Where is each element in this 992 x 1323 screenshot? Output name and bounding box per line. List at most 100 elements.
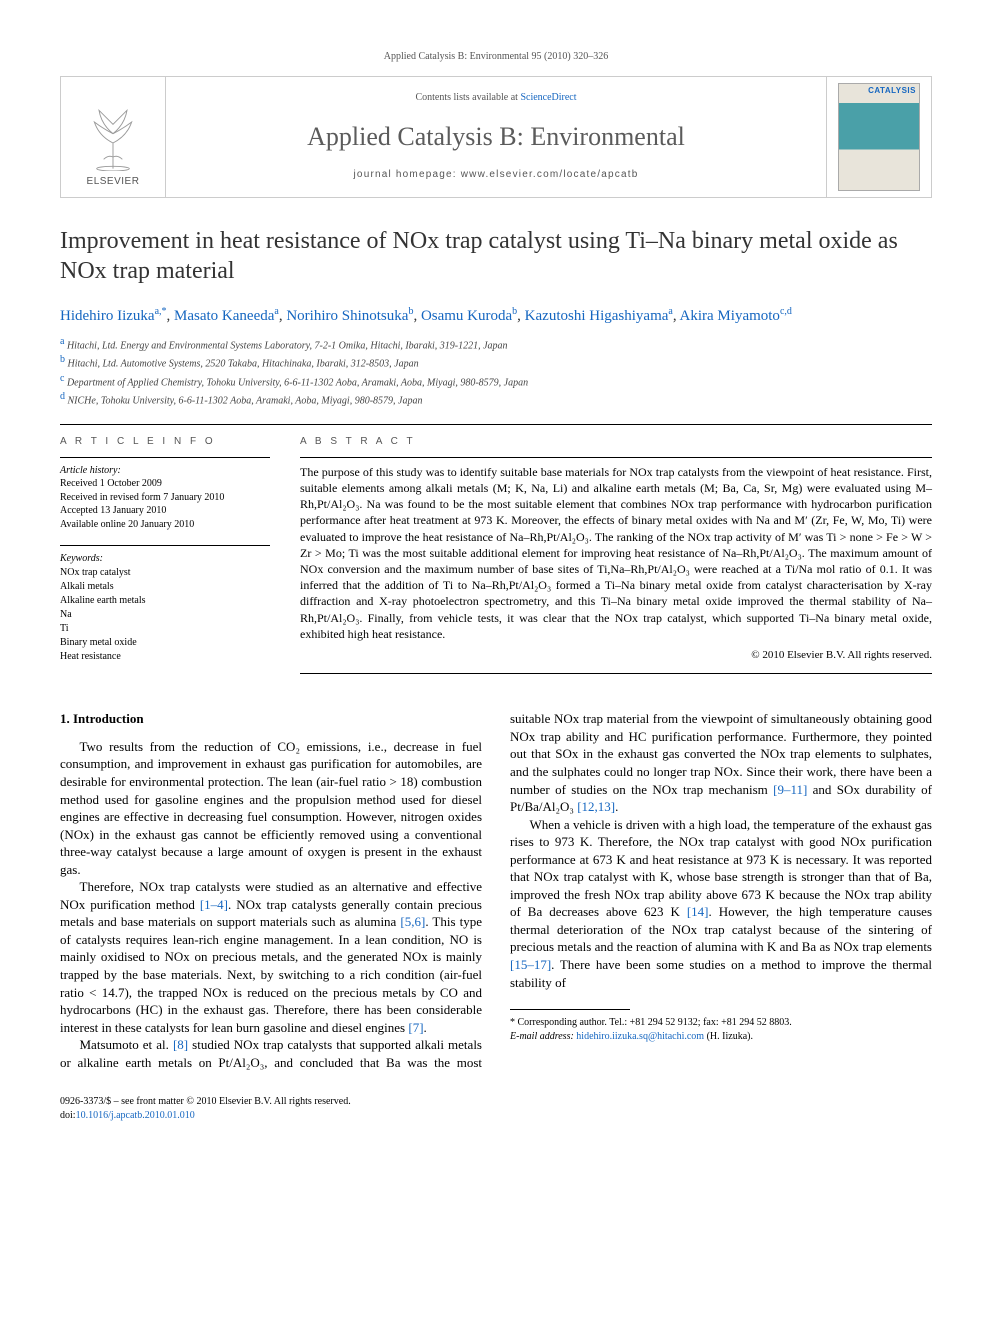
author-affil-mark: a,* xyxy=(155,306,167,317)
affil-text: Hitachi, Ltd. Energy and Environmental S… xyxy=(67,340,508,351)
divider xyxy=(60,545,270,546)
footnote-line: E-mail address: hidehiro.iizuka.sq@hitac… xyxy=(510,1030,932,1044)
citation-link[interactable]: [1–4] xyxy=(200,897,228,912)
history-item: Available online 20 January 2010 xyxy=(60,518,270,532)
publisher-name: ELSEVIER xyxy=(87,175,140,189)
journal-cover-thumbnail: CATALYSIS xyxy=(838,83,920,191)
keyword: Alkali metals xyxy=(60,580,270,594)
keyword: Alkaline earth metals xyxy=(60,594,270,608)
citation-link[interactable]: [15–17] xyxy=(510,957,551,972)
text-run: . This type of catalysts requires lean-r… xyxy=(60,914,482,1034)
author: Norihiro Shinotsukab xyxy=(286,308,413,324)
author-affil-mark: b xyxy=(408,306,413,317)
text-run: . xyxy=(615,799,618,814)
doi-label: doi: xyxy=(60,1110,76,1121)
affil-mark: c xyxy=(60,373,64,384)
author-list: Hidehiro Iizukaa,*, Masato Kaneedaa, Nor… xyxy=(60,304,932,328)
page-footer: 0926-3373/$ – see front matter © 2010 El… xyxy=(60,1095,932,1123)
keyword: NOx trap catalyst xyxy=(60,566,270,580)
author-link[interactable]: Norihiro Shinotsuka xyxy=(286,308,408,324)
author: Osamu Kurodab xyxy=(421,308,517,324)
footnote-divider xyxy=(510,1009,630,1010)
abstract-heading: A B S T R A C T xyxy=(300,435,932,449)
email-label: E-mail address: xyxy=(510,1031,576,1042)
publisher-logo-block: ELSEVIER xyxy=(61,77,166,197)
divider xyxy=(300,673,932,674)
affil-text: NICHe, Tohoku University, 6-6-11-1302 Ao… xyxy=(68,395,423,406)
journal-masthead: ELSEVIER Contents lists available at Sci… xyxy=(60,76,932,198)
abstract-text: The purpose of this study was to identif… xyxy=(300,464,932,642)
history-item: Accepted 13 January 2010 xyxy=(60,504,270,518)
email-link[interactable]: hidehiro.iizuka.sq@hitachi.com xyxy=(576,1031,704,1042)
history-label: Article history: xyxy=(60,464,270,478)
section-heading: 1. Introduction xyxy=(60,710,482,728)
history-item: Received 1 October 2009 xyxy=(60,477,270,491)
paragraph: Therefore, NOx trap catalysts were studi… xyxy=(60,878,482,1036)
affiliation: b Hitachi, Ltd. Automotive Systems, 2520… xyxy=(60,353,932,371)
citation-link[interactable]: [9–11] xyxy=(773,782,807,797)
article-info-heading: A R T I C L E I N F O xyxy=(60,435,270,449)
affil-mark: b xyxy=(60,354,65,365)
footer-copyright: 0926-3373/$ – see front matter © 2010 El… xyxy=(60,1095,932,1109)
keywords-block: Keywords: NOx trap catalyst Alkali metal… xyxy=(60,552,270,664)
author-link[interactable]: Hidehiro Iizuka xyxy=(60,308,155,324)
author-link[interactable]: Akira Miyamoto xyxy=(680,308,780,324)
body-text: 1. Introduction Two results from the red… xyxy=(60,710,932,1071)
paragraph: When a vehicle is driven with a high loa… xyxy=(510,816,932,991)
author-link[interactable]: Kazutoshi Higashiyama xyxy=(525,308,669,324)
divider xyxy=(60,424,932,425)
doi-link[interactable]: 10.1016/j.apcatb.2010.01.010 xyxy=(76,1110,195,1121)
corresponding-author-footnote: * Corresponding author. Tel.: +81 294 52… xyxy=(510,1016,932,1044)
author-affil-mark: c,d xyxy=(780,306,792,317)
keyword: Heat resistance xyxy=(60,650,270,664)
author-link[interactable]: Osamu Kuroda xyxy=(421,308,512,324)
sciencedirect-link[interactable]: ScienceDirect xyxy=(520,92,576,103)
citation-link[interactable]: [12,13] xyxy=(577,799,615,814)
citation-link[interactable]: [14] xyxy=(687,904,709,919)
affiliation: d NICHe, Tohoku University, 6-6-11-1302 … xyxy=(60,390,932,408)
author-affil-mark: a xyxy=(274,306,278,317)
affiliation: c Department of Applied Chemistry, Tohok… xyxy=(60,372,932,390)
author: Hidehiro Iizukaa,* xyxy=(60,308,167,324)
divider xyxy=(300,457,932,458)
author: Kazutoshi Higashiyamaa xyxy=(525,308,673,324)
affil-mark: a xyxy=(60,336,64,347)
author-affil-mark: b xyxy=(512,306,517,317)
text-run: . There have been some studies on a meth… xyxy=(510,957,932,990)
cover-label: CATALYSIS xyxy=(868,86,916,97)
affiliation: a Hitachi, Ltd. Energy and Environmental… xyxy=(60,335,932,353)
affil-mark: d xyxy=(60,391,65,402)
article-info-column: A R T I C L E I N F O Article history: R… xyxy=(60,435,270,678)
cover-thumbnail-block: CATALYSIS xyxy=(826,77,931,197)
text-run: Matsumoto et al. xyxy=(80,1037,173,1052)
author-link[interactable]: Masato Kaneeda xyxy=(174,308,274,324)
history-item: Received in revised form 7 January 2010 xyxy=(60,491,270,505)
footer-doi: doi:10.1016/j.apcatb.2010.01.010 xyxy=(60,1109,932,1123)
abstract-column: A B S T R A C T The purpose of this stud… xyxy=(300,435,932,678)
elsevier-tree-icon xyxy=(78,101,148,171)
affiliations: a Hitachi, Ltd. Energy and Environmental… xyxy=(60,335,932,408)
citation-link[interactable]: [7] xyxy=(408,1020,423,1035)
article-history: Article history: Received 1 October 2009… xyxy=(60,464,270,532)
contents-available-line: Contents lists available at ScienceDirec… xyxy=(176,91,816,105)
header-citation: Applied Catalysis B: Environmental 95 (2… xyxy=(60,50,932,64)
keyword: Binary metal oxide xyxy=(60,636,270,650)
paragraph: Two results from the reduction of CO₂ em… xyxy=(60,738,482,878)
citation-link[interactable]: [5,6] xyxy=(400,914,425,929)
citation-link[interactable]: [8] xyxy=(173,1037,188,1052)
journal-homepage: journal homepage: www.elsevier.com/locat… xyxy=(176,168,816,182)
text-run: . xyxy=(424,1020,427,1035)
divider xyxy=(60,457,270,458)
keyword: Ti xyxy=(60,622,270,636)
keyword: Na xyxy=(60,608,270,622)
author: Akira Miyamotoc,d xyxy=(680,308,792,324)
author: Masato Kaneedaa xyxy=(174,308,279,324)
abstract-copyright: © 2010 Elsevier B.V. All rights reserved… xyxy=(300,648,932,663)
keywords-label: Keywords: xyxy=(60,552,270,566)
contents-prefix: Contents lists available at xyxy=(415,92,520,103)
article-title: Improvement in heat resistance of NOx tr… xyxy=(60,226,932,286)
affil-text: Hitachi, Ltd. Automotive Systems, 2520 T… xyxy=(68,359,419,370)
author-affil-mark: a xyxy=(668,306,672,317)
affil-text: Department of Applied Chemistry, Tohoku … xyxy=(67,377,528,388)
journal-name: Applied Catalysis B: Environmental xyxy=(176,119,816,154)
